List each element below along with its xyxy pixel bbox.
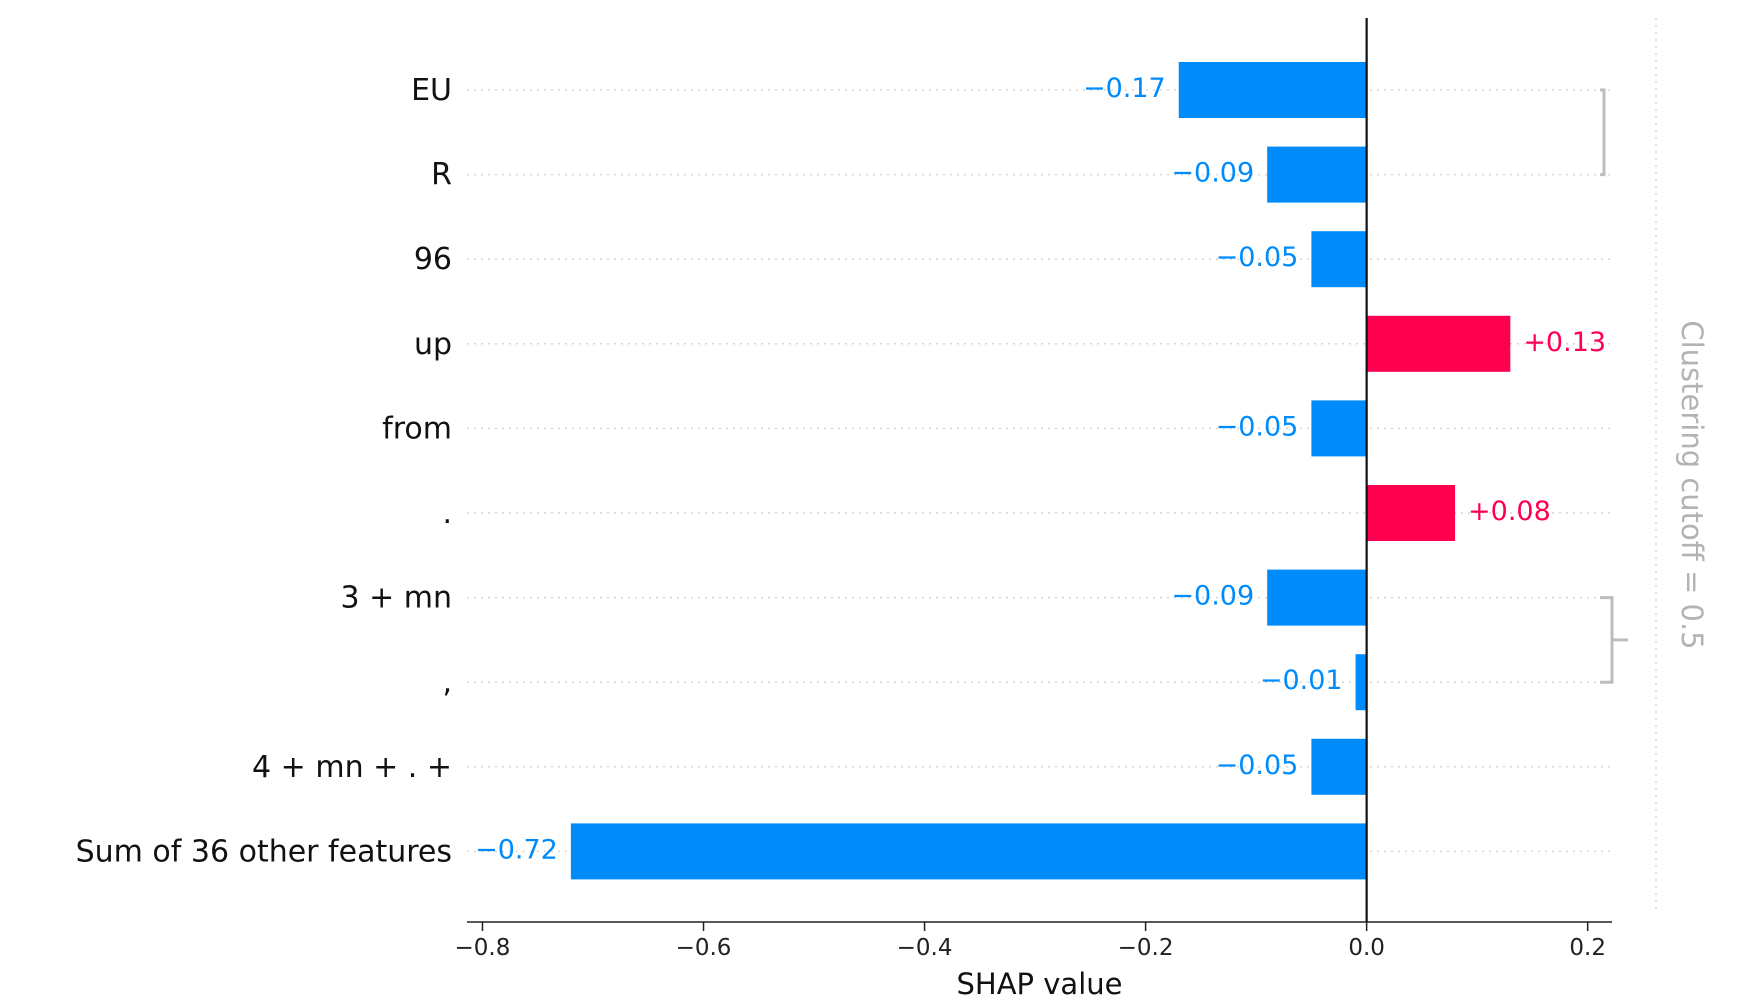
x-tick-label-1: −0.6 bbox=[676, 935, 732, 961]
x-tick-label-4: 0.0 bbox=[1348, 935, 1385, 961]
value-label-2: −0.05 bbox=[1216, 242, 1299, 273]
shap-bar-5 bbox=[1366, 485, 1456, 541]
shap-bar-4 bbox=[1311, 400, 1367, 457]
shap-bar-3 bbox=[1366, 315, 1511, 372]
dendrogram-link-0 bbox=[1600, 88, 1606, 177]
shap-bar-9 bbox=[570, 823, 1367, 880]
shap-bar-7 bbox=[1355, 654, 1367, 711]
shap-bar-2 bbox=[1311, 231, 1367, 288]
shap-bar-6 bbox=[1267, 569, 1367, 626]
value-label-0: −0.17 bbox=[1083, 73, 1166, 104]
shap-bar-1 bbox=[1267, 146, 1367, 203]
x-tick-label-5: 0.2 bbox=[1569, 935, 1606, 961]
x-tick-label-2: −0.4 bbox=[897, 935, 953, 961]
value-label-7: −0.01 bbox=[1260, 665, 1343, 696]
bar-layer bbox=[570, 62, 1511, 880]
dendrogram-link-5 bbox=[1600, 596, 1614, 684]
shap-bar-0 bbox=[1178, 62, 1367, 118]
value-label-8: −0.05 bbox=[1216, 750, 1299, 781]
feature-label-0: EU bbox=[411, 73, 452, 108]
value-label-6: −0.09 bbox=[1171, 581, 1254, 612]
x-tick-label-3: −0.2 bbox=[1118, 935, 1174, 961]
value-label-1: −0.09 bbox=[1171, 158, 1254, 189]
value-label-5: +0.08 bbox=[1468, 496, 1551, 527]
dendrogram-layer bbox=[1600, 18, 1657, 914]
label-layer: EU −0.17 R −0.09 96 −0.05 up +0.13 from −0.05. +0.… bbox=[76, 73, 1606, 869]
axis-layer: −0.8 −0.6 −0.4 −0.2 0.0 0.2 bbox=[455, 18, 1612, 961]
feature-label-9: Sum of 36 other features bbox=[76, 834, 452, 869]
feature-label-1: R bbox=[431, 158, 452, 193]
value-label-4: −0.05 bbox=[1216, 411, 1299, 442]
feature-label-3: up bbox=[414, 327, 452, 362]
feature-label-5: . bbox=[442, 496, 452, 531]
value-label-9: −0.72 bbox=[475, 834, 558, 865]
gridline-layer bbox=[467, 89, 1610, 853]
feature-label-6: 3 + mn bbox=[340, 581, 452, 616]
shap-bar-8 bbox=[1311, 738, 1367, 795]
feature-label-8: 4 + mn + . + bbox=[252, 750, 452, 785]
feature-label-7: , bbox=[442, 665, 452, 700]
x-tick-label-0: −0.8 bbox=[455, 935, 511, 961]
feature-label-4: from bbox=[382, 411, 452, 446]
value-label-3: +0.13 bbox=[1523, 327, 1606, 358]
feature-label-2: 96 bbox=[414, 242, 452, 277]
x-axis-label: SHAP value bbox=[957, 967, 1123, 1000]
clustering-cutoff-label: Clustering cutoff = 0.5 bbox=[1675, 320, 1709, 649]
